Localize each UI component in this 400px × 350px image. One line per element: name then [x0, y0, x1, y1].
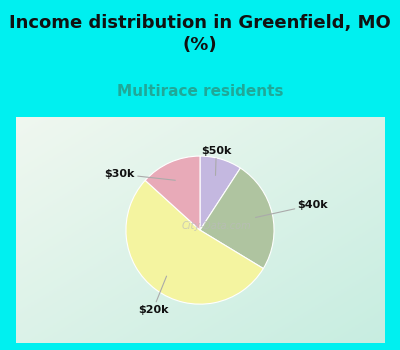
- Wedge shape: [200, 168, 274, 268]
- Text: City-Data.com: City-Data.com: [182, 220, 252, 231]
- Text: $20k: $20k: [138, 276, 168, 315]
- Wedge shape: [126, 180, 263, 304]
- Text: $40k: $40k: [256, 200, 328, 217]
- Wedge shape: [145, 156, 200, 230]
- Text: Multirace residents: Multirace residents: [117, 84, 283, 99]
- Text: $50k: $50k: [201, 146, 232, 175]
- Wedge shape: [200, 156, 240, 230]
- Text: Income distribution in Greenfield, MO
(%): Income distribution in Greenfield, MO (%…: [9, 14, 391, 54]
- Text: $30k: $30k: [105, 169, 175, 180]
